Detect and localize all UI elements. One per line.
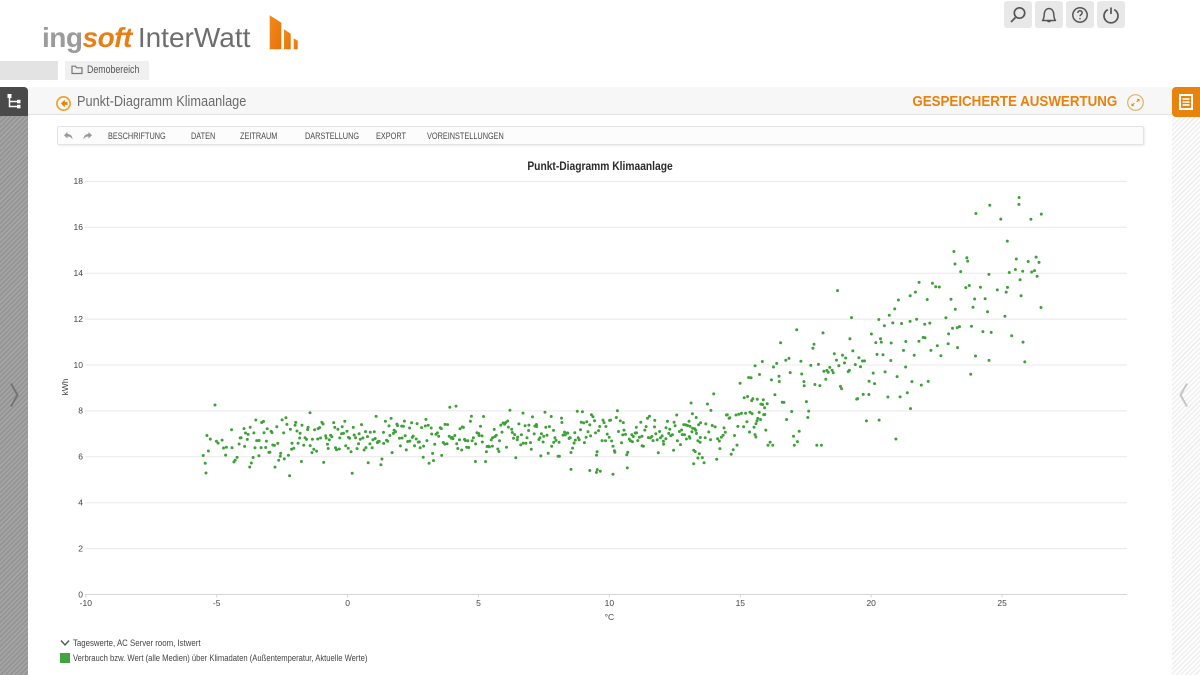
svg-text:12: 12 xyxy=(74,314,84,324)
svg-text:10: 10 xyxy=(74,360,84,370)
svg-text:10: 10 xyxy=(605,598,615,608)
svg-text:15: 15 xyxy=(736,598,746,608)
svg-text:20: 20 xyxy=(866,598,876,608)
svg-text:2: 2 xyxy=(78,543,83,553)
svg-text:°C: °C xyxy=(605,612,615,622)
svg-text:0: 0 xyxy=(345,598,350,608)
svg-text:25: 25 xyxy=(997,598,1007,608)
svg-text:0: 0 xyxy=(78,589,83,599)
svg-text:4: 4 xyxy=(78,498,83,508)
svg-text:14: 14 xyxy=(74,268,84,278)
svg-text:8: 8 xyxy=(78,406,83,416)
svg-text:-5: -5 xyxy=(213,598,221,608)
svg-text:6: 6 xyxy=(78,452,83,462)
svg-text:5: 5 xyxy=(476,598,481,608)
svg-text:-10: -10 xyxy=(80,598,93,608)
svg-text:18: 18 xyxy=(74,176,84,186)
svg-text:16: 16 xyxy=(74,222,84,232)
svg-text:kWh: kWh xyxy=(60,378,70,395)
